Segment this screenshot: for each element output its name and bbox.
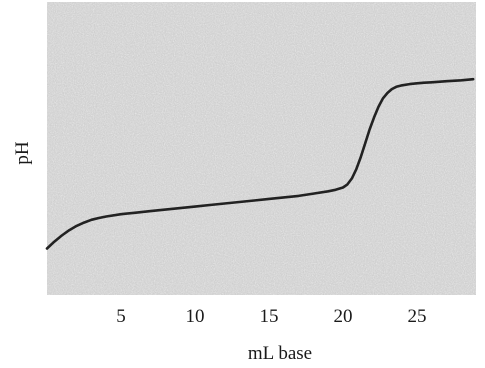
titration-curve-line — [45, 77, 475, 250]
x-tick-label-25: 25 — [408, 306, 427, 327]
plot-area-texture — [47, 2, 476, 295]
x-tick-label-20: 20 — [334, 306, 353, 327]
x-axis-ticks: 5 10 15 20 25 — [116, 306, 426, 327]
x-tick-label-5: 5 — [116, 306, 126, 327]
x-tick-label-10: 10 — [186, 306, 205, 327]
y-axis-label: pH — [12, 141, 33, 165]
x-axis-label: mL base — [248, 343, 312, 364]
x-tick-label-15: 15 — [260, 306, 279, 327]
